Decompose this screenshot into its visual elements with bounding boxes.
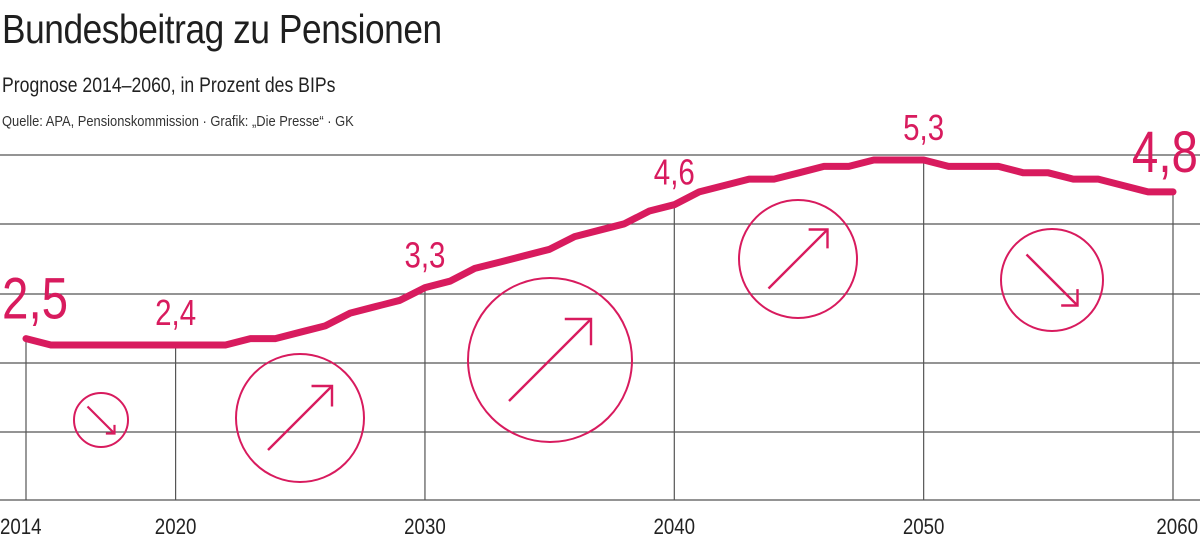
arrow-down-icon — [1025, 253, 1079, 307]
series-line — [22, 156, 1177, 349]
x-tick-2014: 2014 — [0, 516, 42, 540]
data-label-2020: 2,4 — [155, 292, 196, 332]
x-tick-2060: 2060 — [1156, 516, 1198, 540]
trend-circle — [467, 277, 633, 443]
data-label-2030: 3,3 — [404, 235, 445, 275]
chart-title: Bundesbeitrag zu Pensionen — [2, 6, 442, 52]
x-tick-2030: 2030 — [404, 516, 446, 540]
arrow-up-icon — [767, 228, 829, 290]
arrow-up-icon — [267, 385, 333, 451]
grid-lines — [0, 154, 1200, 501]
trend-indicator-up-3 — [738, 199, 858, 319]
arrowhead-icon — [1061, 289, 1079, 307]
x-tick-labels: 2014 2020 2030 2040 2050 2060 — [0, 516, 1198, 540]
x-tick-2020: 2020 — [155, 516, 197, 540]
arrowhead-icon — [105, 424, 116, 435]
arrowhead-icon — [808, 228, 829, 249]
trend-circle — [738, 199, 858, 319]
x-tick-2050: 2050 — [903, 516, 945, 540]
trend-indicator-down-4 — [1000, 228, 1104, 332]
trend-indicator-up-2 — [467, 277, 633, 443]
data-label-2060: 4,8 — [1132, 120, 1198, 185]
arrow-up-icon — [508, 318, 592, 402]
data-labels: 2,5 2,4 3,3 4,6 5,3 4,8 — [2, 107, 1198, 332]
data-label-2040: 4,6 — [654, 152, 695, 192]
series-layer — [22, 156, 1177, 349]
trend-circle — [235, 353, 365, 483]
chart-subtitle: Prognose 2014–2060, in Prozent des BIPs — [2, 74, 336, 97]
data-label-2014: 2,5 — [2, 267, 68, 332]
source-note: Quelle: APA, Pensionskommission · Grafik… — [2, 113, 354, 130]
trend-indicators — [73, 199, 1104, 483]
arrowhead-icon — [311, 384, 334, 407]
trend-indicator-down-0 — [73, 392, 129, 448]
trend-circle — [73, 392, 129, 448]
arrow-down-icon — [86, 405, 116, 435]
trend-indicator-up-1 — [235, 353, 365, 483]
arrowhead-icon — [564, 317, 593, 346]
data-label-2050: 5,3 — [903, 107, 944, 147]
x-tick-2040: 2040 — [654, 516, 696, 540]
trend-circle — [1000, 228, 1104, 332]
